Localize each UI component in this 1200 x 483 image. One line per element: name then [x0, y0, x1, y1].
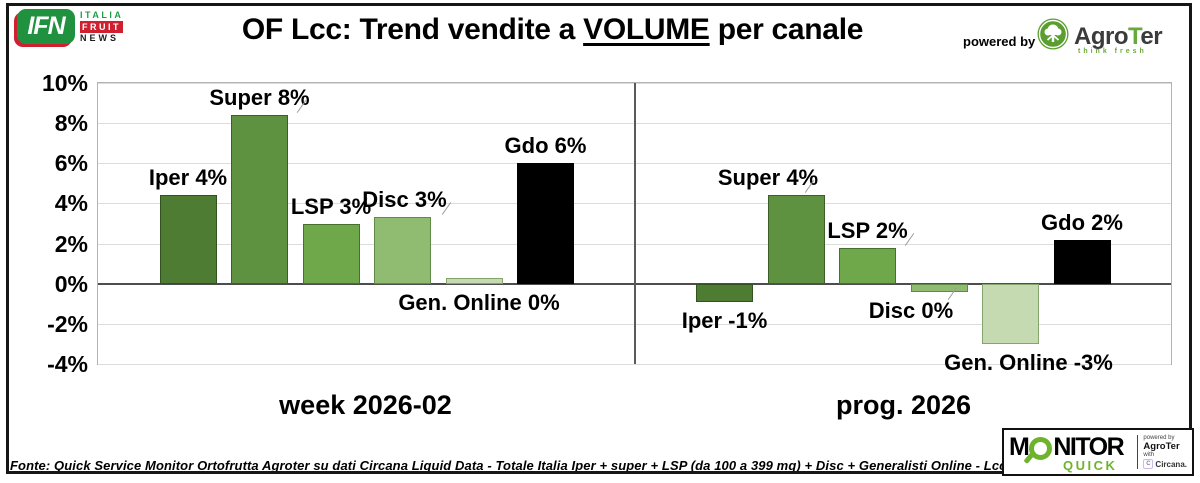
y-axis-tick-label: 0%: [54, 270, 88, 297]
gridline: [98, 364, 1171, 365]
panel-caption-week: week 2026-02: [279, 390, 452, 420]
y-axis-tick-label: 4%: [54, 190, 88, 217]
bar-gen-online-panel2: [982, 283, 1039, 344]
bar-iper-panel1: [159, 195, 217, 284]
bar-label-gen-online-panel2: Gen. Online -3%: [944, 349, 1113, 375]
agroter-tree-icon: [1037, 18, 1069, 55]
bar-iper-panel2: [696, 283, 753, 302]
powered-by-label: powered by: [963, 34, 1036, 49]
monitor-powered-by-label: powered by: [1143, 434, 1175, 441]
y-axis-tick-label: 10%: [41, 70, 88, 96]
bar-label-iper-panel2: Iper -1%: [681, 307, 768, 333]
plot-area: Iper 4% Super 8% LSP 3% Disc 3% Gen. Online …: [97, 82, 1172, 374]
ifn-news-label: NEWS: [80, 33, 119, 43]
title-pre: OF Lcc: Trend vendite a: [241, 13, 584, 46]
bar-label-super-panel1: Super 8%: [209, 85, 310, 111]
page-title: OF Lcc: Trend vendite a VOLUME per canal…: [180, 13, 925, 47]
ifn-logo-icon: IFN: [17, 9, 75, 44]
y-axis-tick-label: -2%: [47, 310, 88, 337]
monitor-quick-logo: M NITOR QUICK powered by AgroTer with C Ci…: [1002, 428, 1194, 476]
y-axis-tick-label: -4%: [47, 351, 88, 377]
bar-super-panel1: [231, 115, 288, 284]
bar-lsp-panel2: [839, 247, 896, 284]
bar-label-iper-panel1: Iper 4%: [148, 165, 228, 191]
bar-gen-online-panel1: [445, 277, 503, 284]
ifn-logo: IFN ITALIA FRUIT NEWS: [17, 9, 123, 44]
bar-label-gdo-panel1: Gdo 6%: [504, 133, 587, 159]
y-axis-tick-label: 6%: [54, 150, 88, 177]
bar-label-disc-panel1: Disc 3%: [362, 187, 447, 213]
circana-icon: C: [1143, 459, 1154, 470]
y-axis-tick-label: 2%: [54, 230, 88, 257]
monitor-word: M NITOR: [1009, 433, 1125, 461]
bar-lsp-panel1: [302, 223, 360, 284]
agroter-logo: AgroTer: [1037, 18, 1163, 55]
circana-logo: C Circana.: [1143, 459, 1187, 470]
bar-disc-panel2: [910, 283, 968, 292]
ifn-italia-label: ITALIA: [80, 10, 124, 20]
panel-caption-prog: prog. 2026: [835, 390, 972, 420]
bar-label-disc-panel2: Disc 0%: [868, 297, 954, 323]
agroter-tagline: think fresh: [1078, 48, 1147, 55]
ifn-acronym: IFN: [27, 12, 65, 40]
quick-word: QUICK: [1063, 458, 1118, 473]
bar-label-gdo-panel2: Gdo 2%: [1041, 209, 1123, 235]
bar-disc-panel1: [374, 217, 431, 284]
panel-divider-line: [634, 83, 636, 364]
y-axis-tick-label: 8%: [54, 110, 88, 137]
monitor-powered-by: powered by AgroTer with C Circana.: [1137, 434, 1187, 470]
monitor-quick-wordmark: M NITOR QUICK: [1009, 432, 1132, 473]
bar-label-gen-online-panel1: Gen. Online 0%: [398, 289, 560, 315]
monitor-with-label: with: [1143, 452, 1155, 459]
bar-super-panel2: [767, 195, 825, 284]
title-post: per canale: [709, 13, 864, 46]
ifn-fruit-label: FRUIT: [80, 20, 123, 33]
circana-label: Circana.: [1155, 459, 1187, 469]
bar-label-lsp-panel2: LSP 2%: [827, 217, 908, 243]
title-underlined: VOLUME: [583, 13, 710, 46]
magnifier-icon: [1029, 436, 1053, 460]
bar-gdo-panel2: [1053, 239, 1111, 284]
bar-label-lsp-panel1: LSP 3%: [290, 193, 372, 219]
monitor-agroter-label: AgroTer: [1143, 440, 1180, 452]
bar-gdo-panel1: [517, 163, 574, 284]
ifn-logo-text: ITALIA FRUIT NEWS: [80, 9, 123, 44]
y-axis: 10% 8% 6% 4% 2% 0% -2% -4%: [8, 0, 88, 483]
bar-label-super-panel2: Super 4%: [717, 165, 819, 191]
agroter-wordmark: AgroTer: [1074, 22, 1163, 50]
source-note: Fonte: Quick Service Monitor Ortofrutta …: [10, 458, 1007, 473]
